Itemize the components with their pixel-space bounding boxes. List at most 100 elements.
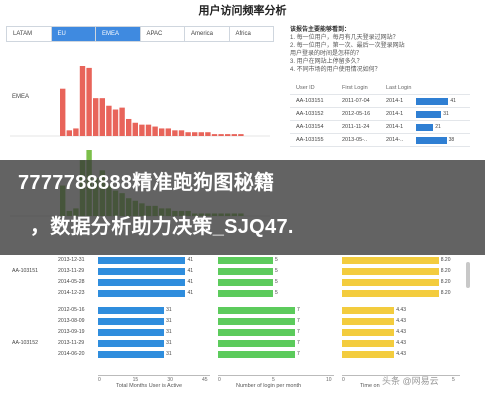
question-item: 3. 用户在网站上停留多久？ bbox=[290, 59, 363, 65]
blue-metric-value: 31 bbox=[166, 318, 172, 324]
table-row[interactable]: AA-103154 2011-11-24 2014-1 21 bbox=[290, 121, 470, 134]
histogram-bar[interactable] bbox=[126, 118, 132, 136]
blue-metric-bar bbox=[98, 307, 165, 314]
yellow-metric-value: 8.20 bbox=[440, 268, 451, 274]
tab-eu[interactable]: EU bbox=[51, 27, 96, 41]
overlay-banner: 7777788888精准跑狗图秘籍 ，数据分析助力决策_SJQ47. bbox=[0, 160, 485, 255]
user-id-cell: AA-103151 bbox=[12, 268, 38, 274]
banner-line-1: 7777788888精准跑狗图秘籍 bbox=[18, 172, 275, 194]
user-id-cell: AA-103151 bbox=[296, 98, 324, 104]
user-id-cell: AA-103155 bbox=[296, 137, 324, 143]
histogram-bar[interactable] bbox=[238, 134, 244, 136]
histogram-bar[interactable] bbox=[205, 132, 211, 136]
yellow-metric-bar bbox=[342, 329, 395, 336]
histogram-bar[interactable] bbox=[119, 107, 125, 136]
user-id-cell: AA-103152 bbox=[296, 111, 324, 117]
histogram-bar[interactable] bbox=[225, 134, 231, 136]
table-row[interactable]: 2014-12-23 41 5 8.20 bbox=[6, 289, 466, 298]
blue-metric-bar bbox=[98, 340, 165, 347]
first-login-cell: 2011-07-04 bbox=[342, 98, 370, 104]
activity-bar bbox=[416, 111, 442, 118]
blue-metric-bar bbox=[98, 318, 165, 325]
blue-metric-value: 31 bbox=[166, 329, 172, 335]
green-metric-bar bbox=[218, 268, 273, 275]
histogram-bar[interactable] bbox=[106, 105, 112, 136]
histogram-bar[interactable] bbox=[231, 134, 237, 136]
table-row[interactable]: AA-103151 2011-07-04 2014-1 41 bbox=[290, 95, 470, 108]
histogram-bar[interactable] bbox=[73, 128, 79, 136]
yellow-metric-value: 4.43 bbox=[396, 340, 406, 346]
table-row[interactable]: 2014-05-28 41 5 8.20 bbox=[6, 278, 466, 287]
yellow-metric-value: 4.43 bbox=[396, 351, 406, 357]
yellow-metric-bar bbox=[342, 318, 395, 325]
activity-bar bbox=[416, 137, 447, 144]
question-item: 用户登录的时间是怎样的？ bbox=[290, 51, 363, 57]
table-row[interactable]: 2013-08-09 31 7 4.43 bbox=[6, 317, 466, 326]
histogram-bar[interactable] bbox=[139, 124, 145, 136]
histogram-bar[interactable] bbox=[112, 109, 119, 136]
col-user-id[interactable]: User ID bbox=[296, 85, 315, 91]
activity-value: 31 bbox=[443, 111, 449, 117]
login-date-cell: 2013-08-09 bbox=[58, 318, 85, 324]
yellow-metric-bar bbox=[342, 340, 395, 347]
histogram-bar[interactable] bbox=[145, 124, 152, 136]
histogram-bar[interactable] bbox=[165, 128, 171, 136]
col-first-login[interactable]: First Login bbox=[342, 85, 368, 91]
table-row[interactable]: AA-103152 2012-05-16 2014-1 31 bbox=[290, 108, 470, 121]
histogram-bar[interactable] bbox=[66, 130, 72, 136]
histogram-bar[interactable] bbox=[172, 130, 178, 136]
col-last-login[interactable]: Last Login bbox=[386, 85, 412, 91]
table-row[interactable]: AA-103151 2013-11-29 41 5 8.20 bbox=[6, 267, 466, 276]
yellow-metric-value: 8.20 bbox=[440, 257, 451, 263]
user-id-cell: AA-103154 bbox=[296, 124, 324, 130]
banner-line-2: ，数据分析助力决策_SJQ47. bbox=[30, 216, 294, 238]
green-metric-bar bbox=[218, 351, 295, 358]
green-axis-title: Number of login per month bbox=[236, 383, 302, 389]
vertical-scrollbar[interactable] bbox=[466, 262, 470, 288]
tab-emea[interactable]: EMEA bbox=[96, 27, 141, 41]
histogram-bar[interactable] bbox=[218, 134, 224, 136]
histogram-bar[interactable] bbox=[211, 134, 218, 136]
histogram-bar[interactable] bbox=[152, 126, 158, 136]
histogram-bar[interactable] bbox=[198, 132, 204, 136]
activity-value: 21 bbox=[435, 124, 441, 130]
green-metric-value: 7 bbox=[297, 307, 300, 313]
table-row[interactable]: 2013-09-19 31 7 4.43 bbox=[6, 328, 466, 337]
first-login-cell: 2011-11-24 bbox=[342, 124, 370, 130]
blue-metric-bar bbox=[98, 257, 186, 264]
green-metric-value: 5 bbox=[275, 279, 278, 285]
question-item: 4. 不同市场的用户使用情况如何？ bbox=[290, 67, 381, 73]
table-row[interactable]: AA-103155 2013-05-.. 2014-.. 38 bbox=[290, 134, 470, 147]
user-activity-table: 2013-12-31 41 5 8.20 AA-103151 2013-11-29 41 5 8… bbox=[6, 255, 466, 389]
blue-metric-bar bbox=[98, 290, 186, 297]
histogram-bar[interactable] bbox=[192, 132, 198, 136]
table-row[interactable]: 2014-06-20 31 7 4.43 bbox=[6, 350, 466, 359]
blue-metric-value: 31 bbox=[166, 351, 172, 357]
blue-metric-bar bbox=[98, 268, 186, 275]
blue-metric-value: 31 bbox=[166, 307, 172, 313]
tab-latam[interactable]: LATAM bbox=[7, 27, 52, 41]
histogram-bar[interactable] bbox=[86, 67, 92, 136]
green-metric-value: 7 bbox=[297, 329, 300, 335]
yellow-metric-bar bbox=[342, 351, 395, 358]
histogram-bar[interactable] bbox=[60, 88, 66, 136]
histogram-bar[interactable] bbox=[79, 66, 86, 136]
green-metric-bar bbox=[218, 340, 295, 347]
table-row[interactable]: 2012-05-16 31 7 4.43 bbox=[6, 306, 466, 315]
tab-africa[interactable]: Africa bbox=[229, 27, 273, 41]
yellow-axis-title: Time on bbox=[360, 383, 380, 389]
histogram-bar[interactable] bbox=[132, 122, 138, 136]
login-date-cell: 2013-11-29 bbox=[58, 268, 85, 274]
histogram-bar[interactable] bbox=[185, 132, 191, 136]
table-row[interactable]: 2013-12-31 41 5 8.20 bbox=[6, 256, 466, 265]
histogram-bar[interactable] bbox=[99, 98, 105, 136]
yellow-metric-bar bbox=[342, 290, 439, 297]
histogram-bar[interactable] bbox=[178, 130, 185, 136]
histogram-bar[interactable] bbox=[93, 98, 99, 136]
tab-apac[interactable]: APAC bbox=[140, 27, 185, 41]
green-metric-bar bbox=[218, 329, 295, 336]
tab-america[interactable]: America bbox=[185, 27, 230, 41]
table-row[interactable]: AA-103152 2013-11-29 31 7 4.43 bbox=[6, 339, 466, 348]
blue-metric-value: 41 bbox=[187, 257, 194, 263]
histogram-bar[interactable] bbox=[159, 128, 165, 136]
